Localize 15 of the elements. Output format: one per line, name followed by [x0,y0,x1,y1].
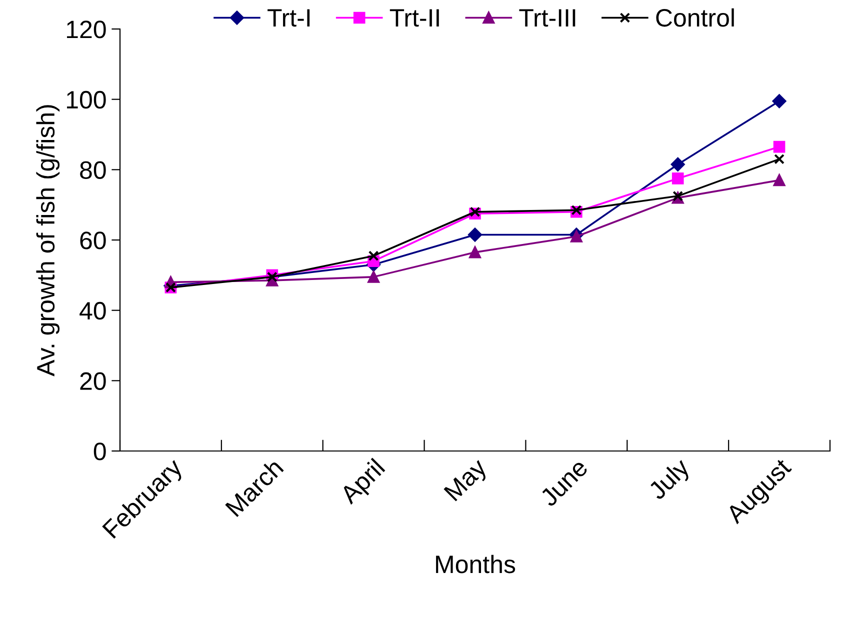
y-tick-label: 120 [67,20,106,38]
x-tick-label: July [646,456,694,504]
x-tick-label: May [444,457,492,505]
legend-label: Trt-I [268,9,310,27]
y-tick-label: 20 [80,372,106,390]
y-tick-label: 100 [67,90,106,109]
y-tick-label: 40 [80,302,106,320]
y-tick-label: 60 [80,232,106,250]
x-axis-title: Months [436,554,516,574]
y-tick-label: 80 [80,161,106,179]
legend-label: Trt-III [519,9,576,27]
y-axis-title: Av. growth of fish (g/fish) [36,105,60,376]
legend-label: Trt-II [390,9,439,27]
legend-label: Control [656,8,734,27]
y-tick-label: 0 [94,442,106,460]
